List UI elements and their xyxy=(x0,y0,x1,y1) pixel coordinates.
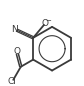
Text: O: O xyxy=(14,47,21,56)
Text: N: N xyxy=(11,25,18,34)
Text: Cl: Cl xyxy=(7,77,16,86)
Text: O: O xyxy=(42,19,49,28)
Text: −: − xyxy=(45,18,51,24)
